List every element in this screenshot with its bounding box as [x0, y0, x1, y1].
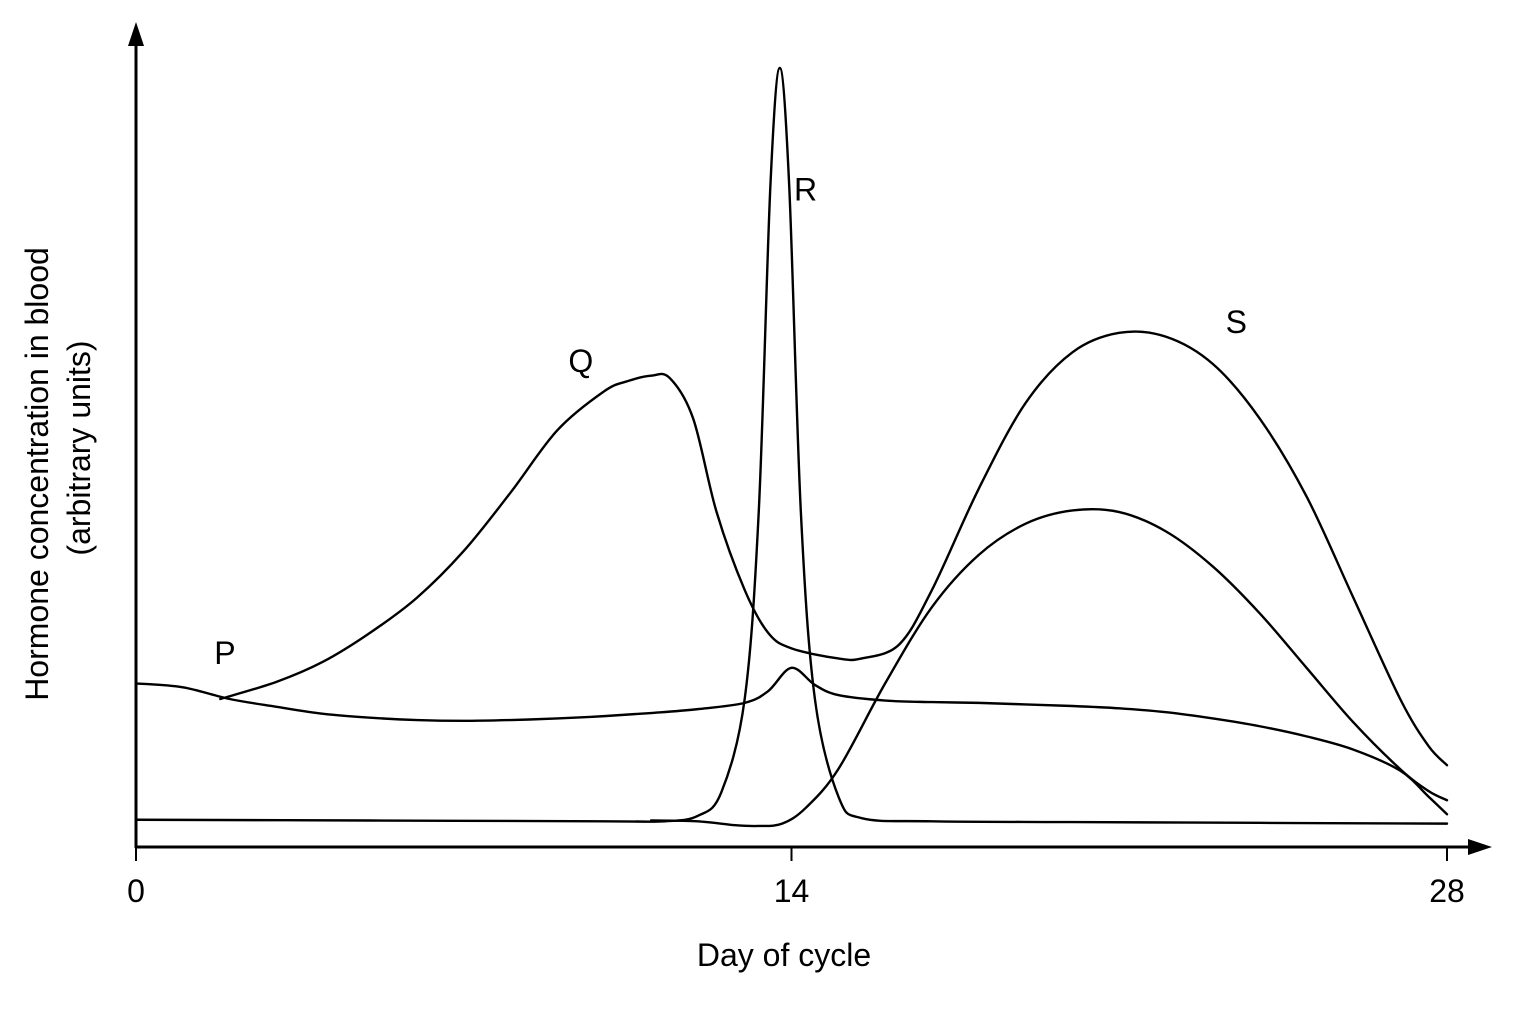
- y-axis-label-line2: (arbitrary units): [61, 340, 97, 555]
- y-axis-label-line1: Hormone concentration in blood: [19, 247, 55, 701]
- x-axis-label: Day of cycle: [697, 937, 871, 973]
- series-q-line: [219, 330, 1449, 767]
- series-curves: [134, 66, 1449, 828]
- series-r-label: R: [794, 171, 817, 207]
- axes: [128, 22, 1492, 855]
- series-s-line: [649, 507, 1449, 828]
- x-ticks: 0 14 28: [127, 847, 1465, 909]
- series-q-label: Q: [568, 343, 593, 379]
- x-tick-label-28: 28: [1429, 873, 1465, 909]
- x-tick-label-14: 14: [774, 873, 810, 909]
- series-p-line: [134, 666, 1449, 816]
- x-axis-arrowhead: [1468, 839, 1492, 855]
- y-axis-arrowhead: [128, 22, 144, 46]
- series-s-label: S: [1226, 304, 1247, 340]
- y-axis-label: Hormone concentration in blood (arbitrar…: [19, 247, 97, 701]
- x-tick-label-0: 0: [127, 873, 145, 909]
- series-labels: P Q R S: [214, 171, 1247, 671]
- series-r-line: [134, 66, 1449, 825]
- series-p-label: P: [214, 635, 235, 671]
